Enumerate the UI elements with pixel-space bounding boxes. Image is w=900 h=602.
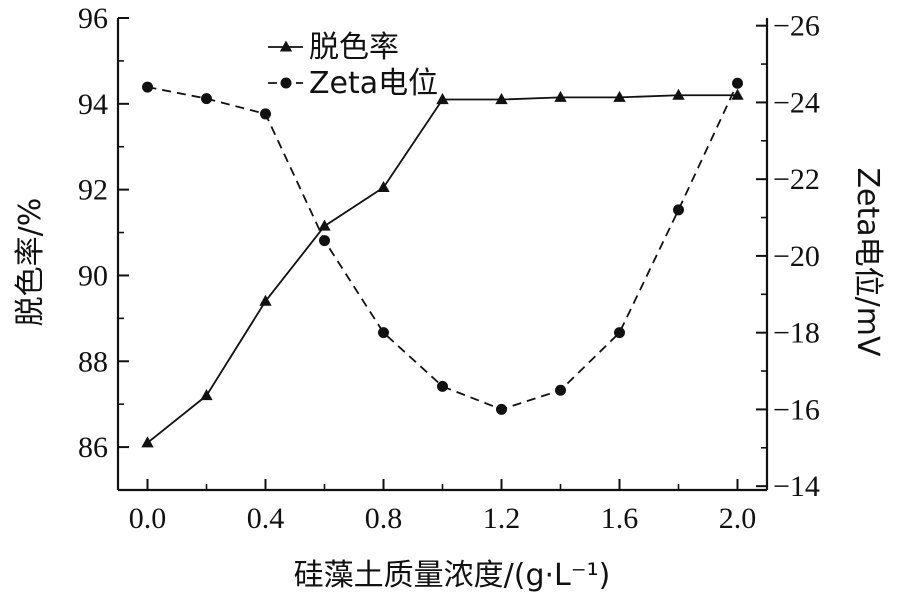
left-y-tick-label: 88 <box>78 345 108 378</box>
decolorization-point <box>731 88 744 100</box>
left-y-tick-label: 92 <box>78 174 108 207</box>
zeta-series <box>142 77 743 415</box>
decolorization-point <box>259 294 272 306</box>
zeta-point <box>260 108 271 120</box>
zeta-point <box>201 93 212 105</box>
series-layer <box>141 77 744 448</box>
decolorization-point <box>554 90 567 102</box>
left-y-tick-label: 90 <box>78 259 108 292</box>
right-y-tick-label: −22 <box>773 163 820 196</box>
zeta-point <box>142 81 153 93</box>
decolorization-point <box>318 219 331 231</box>
x-axis-title: 硅藻土质量浓度/(g·L⁻¹) <box>294 558 611 593</box>
zeta-point <box>732 77 743 89</box>
left-y-tick-label: 94 <box>78 88 108 121</box>
decolorization-point <box>672 88 685 100</box>
x-tick-label: 1.6 <box>601 502 639 535</box>
right-y-tick-label: −26 <box>773 10 820 43</box>
decolorization-point <box>613 90 626 102</box>
right-y-tick-label: −18 <box>773 317 820 350</box>
left-y-tick-label: 96 <box>78 2 108 35</box>
decolorization-point <box>200 389 213 401</box>
decolorization-point <box>141 436 154 448</box>
right-y-tick-label: −24 <box>773 86 820 119</box>
zeta-point <box>614 327 625 339</box>
decolorization-series <box>141 88 744 448</box>
x-tick-label: 0.8 <box>365 502 403 535</box>
decolorization-point <box>436 93 449 105</box>
x-tick-label: 2.0 <box>719 502 757 535</box>
axes <box>116 18 769 492</box>
left-y-axis-title: 脱色率/% <box>13 198 48 327</box>
right-y-tick-label: −16 <box>773 393 820 426</box>
zeta-point <box>496 403 507 415</box>
legend-zeta: Zeta电位 <box>268 66 438 101</box>
legend-decolorization-marker <box>279 40 293 52</box>
right-y-axis-title: Zeta电位/mV <box>850 167 885 356</box>
right-y-tick-label: −20 <box>773 240 820 273</box>
decolorization-point <box>495 93 508 105</box>
zeta-line <box>147 82 739 411</box>
right-y-tick-label: −14 <box>773 470 820 503</box>
left-y-tick-label: 86 <box>78 431 108 464</box>
zeta-point <box>673 204 684 216</box>
decolorization-point <box>377 180 390 193</box>
zeta-point <box>437 380 448 392</box>
zeta-point <box>378 327 389 339</box>
legend-zeta-marker <box>280 77 292 89</box>
x-tick-label: 1.2 <box>483 502 521 535</box>
legend-decolorization: 脱色率 <box>268 30 399 65</box>
ticks: 0.0 0.4 0.8 1.2 1.6 2.0 86 88 90 92 94 96 −14 −16 −18 −… <box>78 2 820 535</box>
x-tick-label: 0.0 <box>129 502 167 535</box>
zeta-point <box>555 384 566 396</box>
zeta-point <box>319 235 330 247</box>
x-tick-label: 0.4 <box>247 502 285 535</box>
legend-zeta-label: Zeta电位 <box>309 66 438 101</box>
legend-decolorization-label: 脱色率 <box>309 30 399 65</box>
